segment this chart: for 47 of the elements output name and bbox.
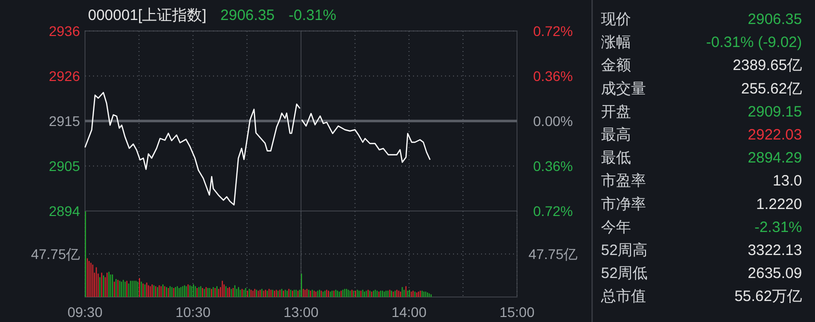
- y2-tick-label: 0.72%: [533, 23, 573, 39]
- text: 2906.35: [220, 7, 275, 24]
- text: 2635.09: [748, 265, 802, 282]
- y-tick-label: 2905: [48, 158, 80, 174]
- y2-tick-label: 0.72%: [533, 203, 573, 219]
- text: 2894.29: [748, 150, 802, 167]
- category-label: 最高: [601, 126, 631, 144]
- x-tick-label: 10:30: [175, 304, 211, 320]
- y-tick-label: 2936: [48, 23, 80, 39]
- text: 3322.13: [748, 242, 802, 259]
- text: 2909.15: [748, 103, 802, 120]
- text: -0.31% (-9.02): [706, 34, 802, 52]
- x-tick-label: 13:00: [283, 304, 319, 320]
- y2-tick-label: 0.36%: [533, 68, 573, 84]
- chart-title: 000001[上证指数]: [88, 7, 206, 24]
- text: 1.2220: [756, 196, 802, 213]
- x-tick-label: 15:00: [499, 304, 535, 320]
- category-label: 开盘: [601, 103, 631, 120]
- text: -0.31%: [288, 7, 336, 24]
- category-label: 成交量: [601, 80, 646, 98]
- text: 2906.35: [748, 11, 802, 28]
- text: 2389.65亿: [732, 57, 802, 74]
- category-label: 现价: [601, 11, 631, 28]
- category-label: 市净率: [601, 196, 646, 213]
- category-label: 市盈率: [601, 172, 646, 190]
- text: 55.62万亿: [734, 288, 802, 306]
- y2-tick-label: 0.00%: [533, 113, 573, 129]
- text: -2.31%: [754, 218, 802, 236]
- category-label: 涨幅: [601, 34, 631, 52]
- y-tick-label: 2926: [48, 68, 80, 84]
- category-label: 52周低: [601, 265, 648, 282]
- category-label: 52周高: [601, 242, 648, 259]
- y-tick-label: 47.75亿: [528, 246, 578, 262]
- text: 13.0: [772, 172, 802, 190]
- category-label: 最低: [601, 150, 631, 167]
- y2-tick-label: 0.36%: [533, 158, 573, 174]
- x-tick-label: 14:00: [391, 304, 427, 320]
- line-series: [301, 112, 431, 163]
- text: 2922.03: [748, 126, 802, 144]
- category-label: 今年: [601, 218, 631, 236]
- category-label: 总市值: [600, 288, 646, 306]
- y-tick-label: 2915: [48, 113, 80, 129]
- x-tick-label: 09:30: [67, 304, 103, 320]
- y-tick-label: 47.75亿: [30, 246, 80, 262]
- y-tick-label: 2894: [48, 203, 80, 219]
- category-label: 金额: [601, 57, 631, 74]
- text: 255.62亿: [741, 80, 802, 98]
